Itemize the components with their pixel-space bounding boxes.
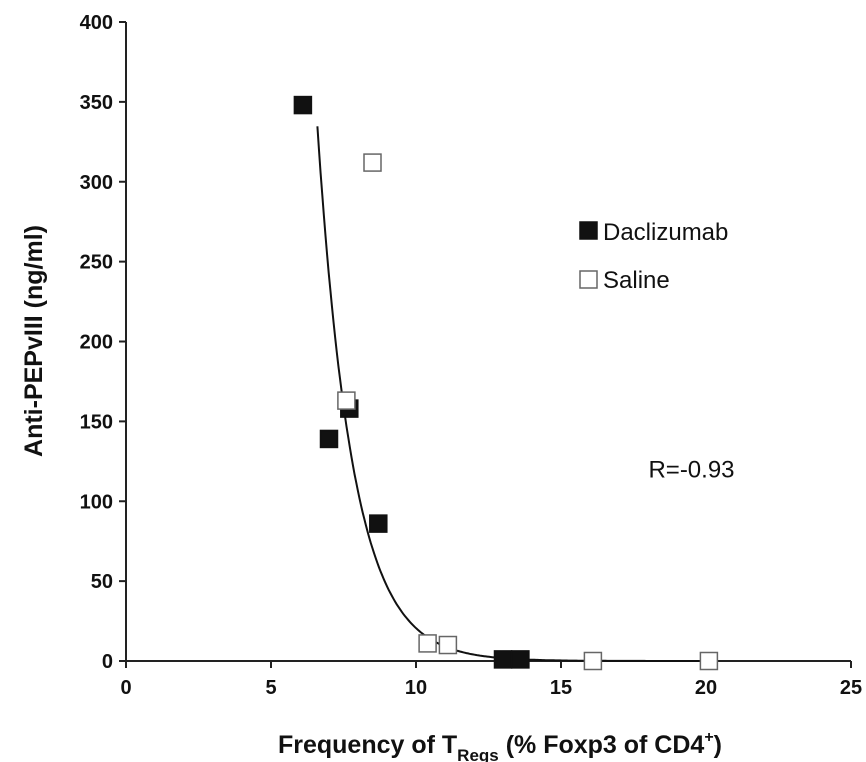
legend-label-saline: Saline <box>603 267 670 294</box>
y-tick-label: 250 <box>80 252 113 274</box>
legend-marker-daclizumab <box>579 221 598 240</box>
correlation-annotation: R=-0.93 <box>648 456 734 483</box>
data-point-daclizumab <box>493 650 513 669</box>
axes <box>125 22 851 662</box>
x-ticks: 0 5 10 15 20 25 <box>120 661 862 699</box>
data-point-daclizumab <box>319 429 339 449</box>
trendline-curve <box>316 126 706 662</box>
x-tick-label: 10 <box>405 677 427 699</box>
legend-marker-saline <box>579 270 598 289</box>
data-point-saline <box>699 651 719 671</box>
x-tick-label: 15 <box>550 677 572 699</box>
data-point-saline <box>438 635 458 655</box>
x-axis-title-subscript: Regs <box>457 746 499 762</box>
data-point-daclizumab <box>511 650 530 669</box>
y-tick-label: 0 <box>102 651 113 673</box>
legend-label-daclizumab: Daclizumab <box>603 219 728 246</box>
data-point-saline <box>583 651 603 671</box>
x-axis-title-superscript: + <box>704 729 713 746</box>
data-point-daclizumab <box>369 514 388 533</box>
x-axis-title: Frequency of TRegs (% Foxp3 of CD4+) <box>278 729 722 762</box>
x-tick-label: 5 <box>265 677 276 699</box>
x-tick-label: 25 <box>840 677 862 699</box>
y-axis-title: Anti-PEPvIII (ng/ml) <box>20 225 48 457</box>
data-point-saline <box>418 634 437 653</box>
data-point-saline <box>337 391 356 410</box>
y-tick-label: 200 <box>80 332 113 354</box>
y-tick-label: 50 <box>91 571 113 593</box>
y-tick-label: 150 <box>80 411 113 433</box>
data-points <box>293 95 719 671</box>
data-point-saline <box>363 153 382 172</box>
y-tick-label: 300 <box>80 172 113 194</box>
y-ticks: 0 50 100 150 200 250 300 350 400 <box>80 12 126 673</box>
x-tick-label: 0 <box>120 677 131 699</box>
data-point-daclizumab <box>293 95 313 115</box>
y-tick-label: 100 <box>80 491 113 513</box>
y-tick-label: 400 <box>80 12 113 34</box>
legend: Daclizumab Saline <box>579 219 728 294</box>
x-tick-label: 20 <box>695 677 717 699</box>
y-tick-label: 350 <box>80 92 113 114</box>
